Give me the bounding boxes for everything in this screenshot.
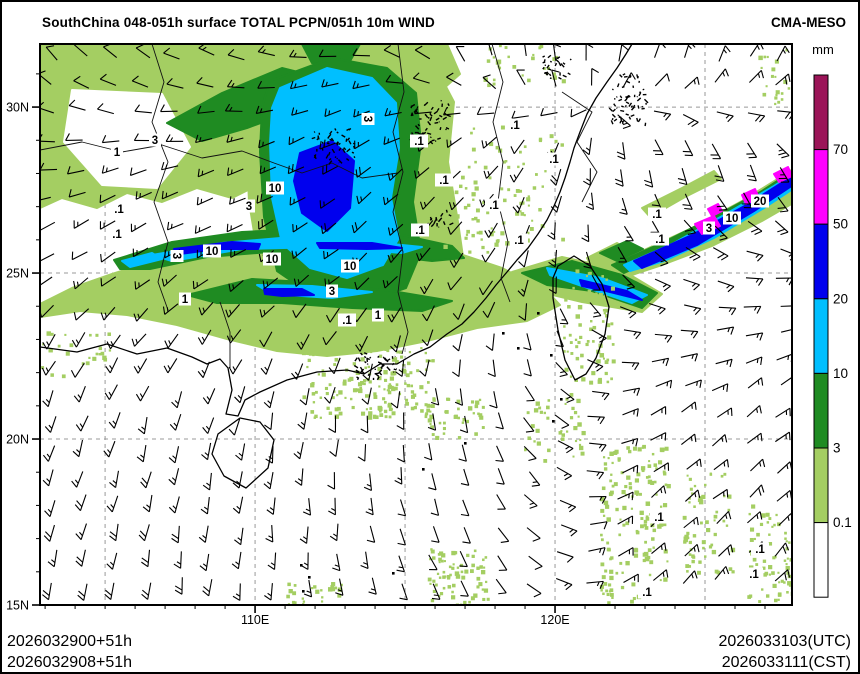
lat-tick-label: 15N <box>6 599 29 613</box>
svg-text:.1: .1 <box>439 175 449 187</box>
colorbar-tick-label: 0.1 <box>833 515 852 530</box>
svg-text:.1: .1 <box>655 234 665 246</box>
init-time-utc: 2026032900+51h <box>7 633 133 650</box>
lat-tick-label: 25N <box>6 267 29 281</box>
lat-tick-label: 20N <box>6 433 29 447</box>
colorbar-tick-label: 50 <box>833 217 848 232</box>
valid-time-cst: 2026033111(CST) <box>721 654 851 671</box>
svg-text:1: 1 <box>182 294 189 306</box>
svg-text:.1: .1 <box>112 229 122 241</box>
svg-text:10: 10 <box>269 183 282 195</box>
svg-text:.1: .1 <box>489 200 499 212</box>
svg-text:10: 10 <box>206 246 219 258</box>
svg-text:.1: .1 <box>749 569 759 581</box>
colorbar-tick-label: 10 <box>833 366 848 381</box>
init-time-local: 2026032908+51h <box>7 654 133 671</box>
svg-text:.1: .1 <box>414 136 424 148</box>
colorbar-tick-label: 3 <box>833 441 841 456</box>
colorbar-tick-label: 20 <box>833 291 848 306</box>
contour-label-layer: 3 1 .1 .1 3 10 3 10 10 3 1 10 3 .1 .1 .1 .1 .1 .1 .1 .1 1 .1 .1… <box>108 113 769 599</box>
boundary-layer <box>40 44 649 593</box>
svg-text:.1: .1 <box>654 512 664 524</box>
colorbar-tick-label: 70 <box>833 142 848 157</box>
svg-text:.1: .1 <box>342 315 352 327</box>
wind-barb-layer <box>40 44 792 601</box>
svg-text:.1: .1 <box>114 204 124 216</box>
colorbar: mm 70 50 20 10 3 0.1 <box>812 42 852 598</box>
colorbar-unit: mm <box>812 42 834 57</box>
lon-tick-label: 110E <box>241 613 269 627</box>
lon-tick-label: 120E <box>540 613 569 627</box>
svg-text:3: 3 <box>152 135 158 147</box>
figure-title: SouthChina 048-051h surface TOTAL PCPN/0… <box>42 15 436 30</box>
svg-text:1: 1 <box>114 147 121 159</box>
svg-text:10: 10 <box>266 254 279 266</box>
svg-text:3: 3 <box>329 286 335 298</box>
svg-text:3: 3 <box>170 253 182 259</box>
svg-text:.1: .1 <box>755 544 765 556</box>
axis-layer: 30N 25N 20N 15N 110E 120E <box>6 43 793 627</box>
svg-text:.1: .1 <box>549 154 559 166</box>
svg-text:10: 10 <box>726 213 739 225</box>
svg-text:3: 3 <box>361 116 373 122</box>
svg-text:.1: .1 <box>652 209 662 221</box>
svg-text:1: 1 <box>375 310 382 322</box>
svg-text:.1: .1 <box>415 225 425 237</box>
svg-text:3: 3 <box>706 223 712 235</box>
model-name: CMA-MESO <box>771 15 846 30</box>
svg-text:.1: .1 <box>642 587 652 599</box>
svg-text:3: 3 <box>246 201 252 213</box>
lat-tick-label: 30N <box>6 101 29 115</box>
valid-time-utc: 2026033103(UTC) <box>718 633 851 650</box>
footer-valid-times: 2026033103(UTC) 2026033111(CST) <box>718 631 851 672</box>
footer-init-times: 2026032900+51h 2026032908+51h <box>7 631 133 672</box>
svg-text:20: 20 <box>754 196 767 208</box>
svg-text:10: 10 <box>344 261 357 273</box>
svg-text:.1: .1 <box>514 235 524 247</box>
svg-text:.1: .1 <box>510 120 520 132</box>
